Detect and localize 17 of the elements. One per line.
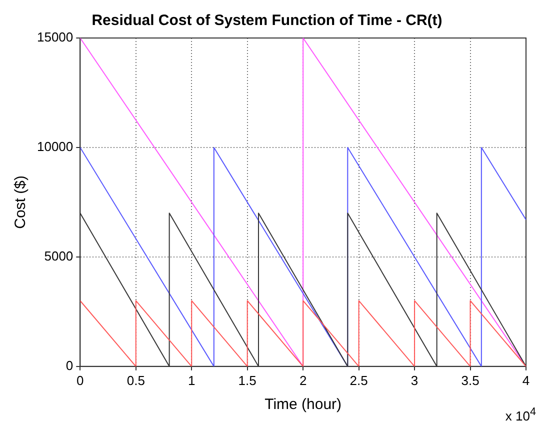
x-axis-title: Time (hour): [264, 396, 342, 414]
y-tick-label: 0: [66, 358, 74, 373]
y-axis-title: Cost ($): [12, 176, 30, 229]
chart-title: Residual Cost of System Function of Time - CR(t): [92, 12, 442, 30]
x-tick-label: 3.5: [461, 372, 480, 388]
x-tick-label: 0.5: [126, 372, 145, 388]
x-tick-label: 0: [76, 372, 84, 388]
x-tick-label: 1: [188, 372, 196, 388]
text: x 10$^{4}$: [505, 406, 536, 424]
x-tick-label: 3: [410, 372, 418, 388]
x-tick-label: 1.5: [238, 372, 256, 388]
y-tick-label: 10000: [36, 139, 74, 154]
x-tick-label: 4: [522, 372, 530, 388]
y-tick-label: 15000: [36, 30, 74, 45]
y-tick-label: 5000: [44, 248, 74, 264]
x-tick-label: 2.5: [350, 372, 368, 388]
x-tick-label: 2: [299, 372, 307, 388]
